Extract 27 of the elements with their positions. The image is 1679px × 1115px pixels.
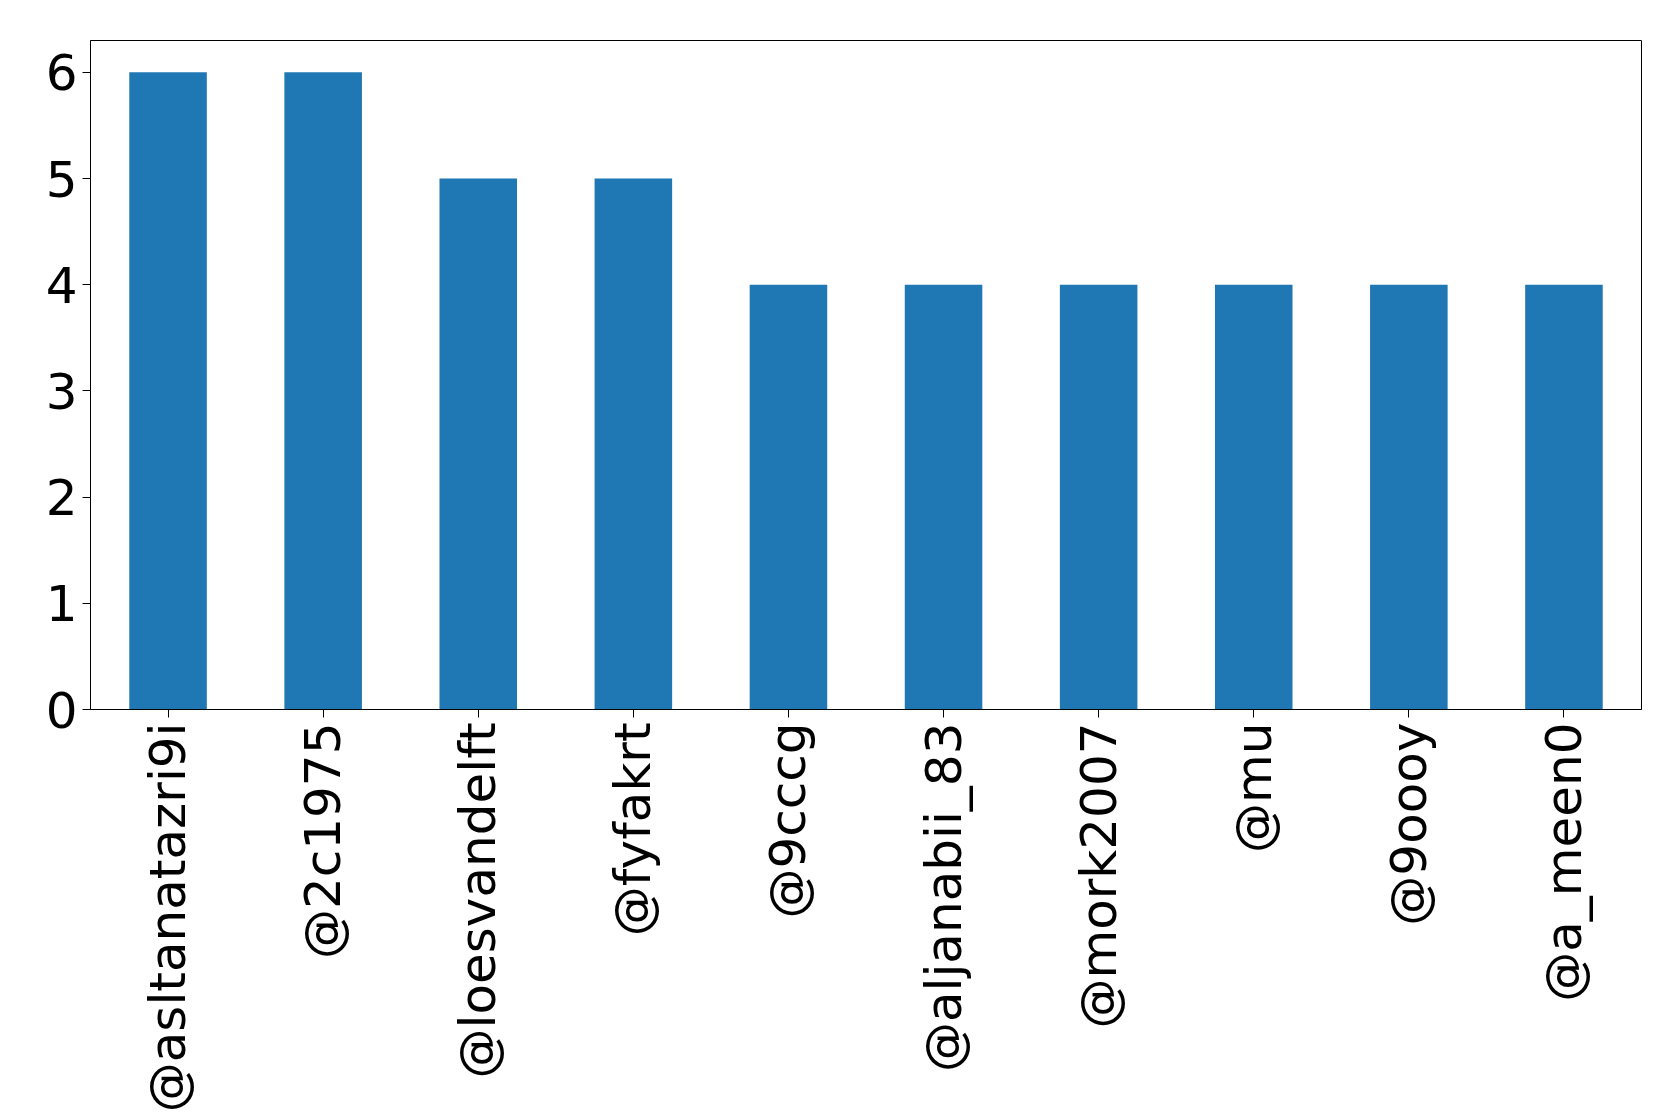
x-tick-label: @a_meen0: [1534, 722, 1593, 1002]
bar: [439, 178, 518, 710]
x-tick-label: @9cccg: [759, 722, 818, 919]
bar: [1525, 284, 1603, 710]
bar: [1059, 284, 1138, 710]
bar: [594, 178, 673, 710]
bar: [1370, 284, 1448, 710]
x-tick-label: @loesvandelft: [449, 722, 508, 1079]
x-tick-label: @fyfakrt: [604, 722, 663, 937]
x-tick-label: @mork2007: [1069, 722, 1128, 1029]
bar: [1214, 284, 1293, 710]
bar: [284, 72, 362, 710]
y-tick-label: 6: [45, 44, 78, 103]
bar: [129, 72, 207, 710]
y-tick-label: 3: [45, 362, 78, 421]
x-tick-label: @mu: [1224, 722, 1283, 853]
y-tick-label: 1: [45, 575, 78, 634]
x-tick-label: @9oooy: [1379, 722, 1438, 926]
x-tick-label: @aljanabii_83: [914, 722, 973, 1073]
x-tick-label: @asltanatazri9i: [139, 722, 198, 1113]
y-tick-label: 4: [45, 256, 78, 315]
x-tick-label: @2c1975: [294, 722, 353, 960]
bar: [749, 284, 828, 710]
y-tick-label: 5: [45, 150, 78, 209]
y-tick-label: 0: [45, 681, 78, 740]
y-tick-label: 2: [45, 469, 78, 528]
bar: [904, 284, 983, 710]
